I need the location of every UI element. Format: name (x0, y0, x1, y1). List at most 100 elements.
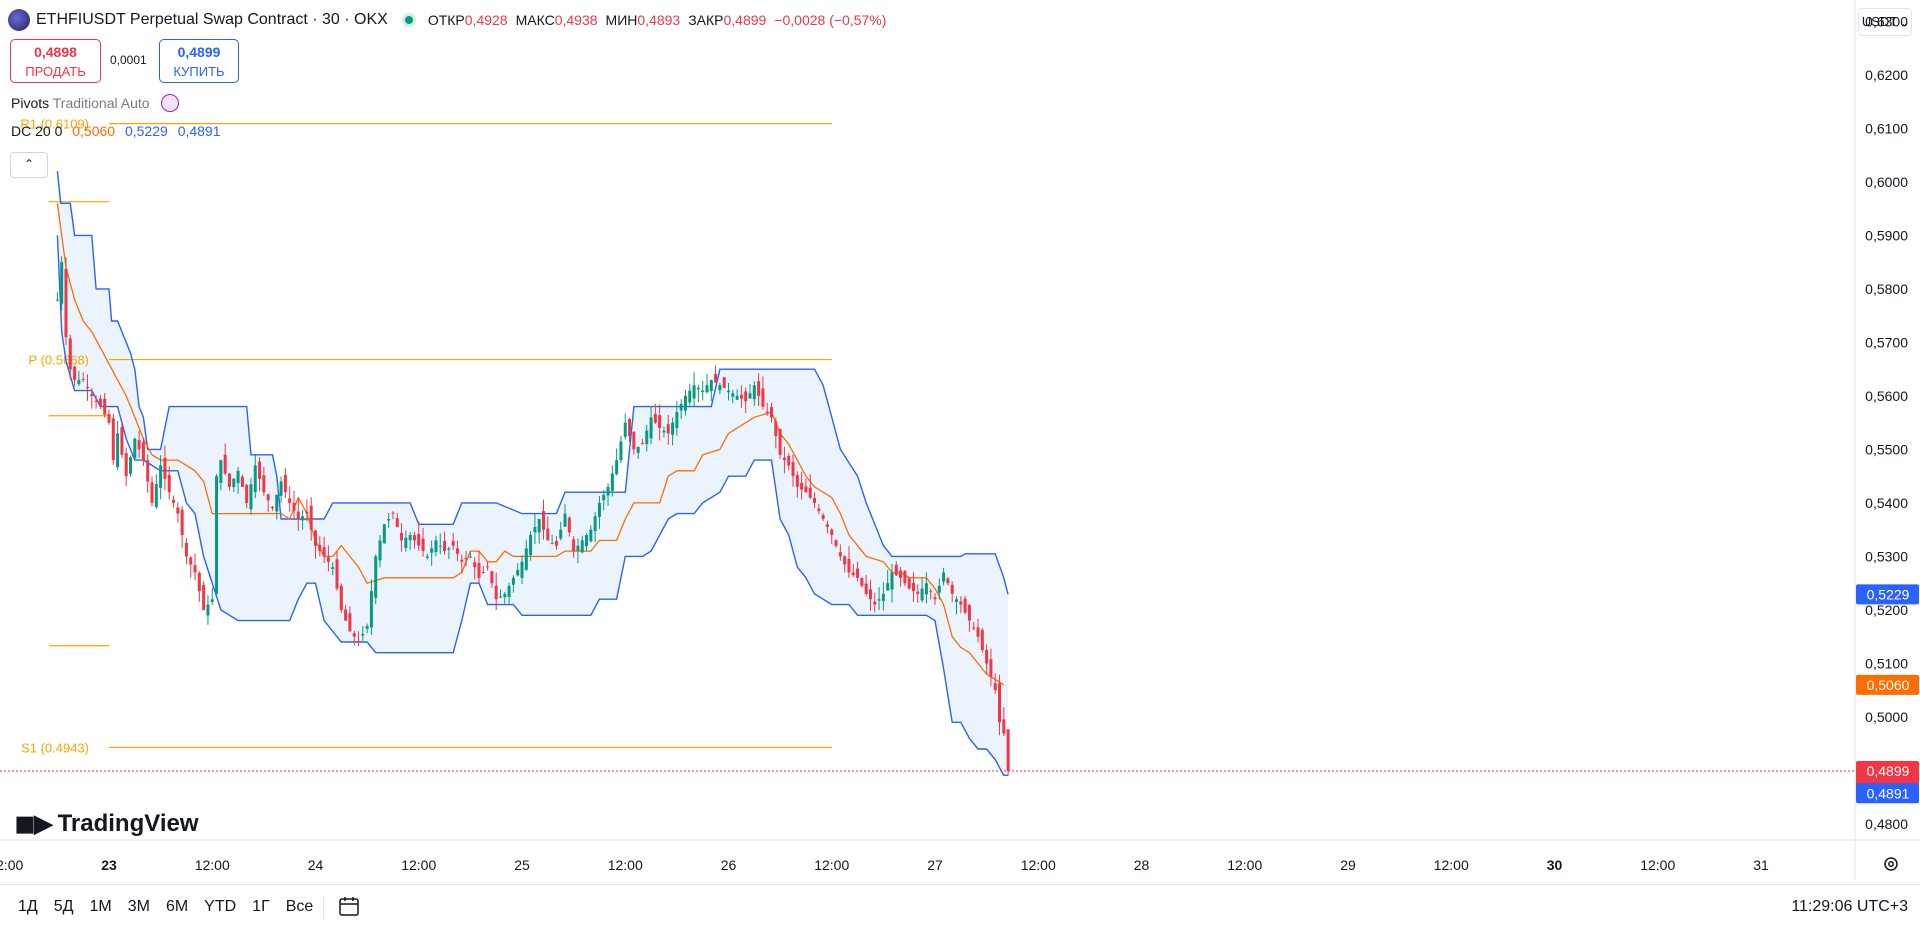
pivot-label: R1 (0.6109) (20, 117, 89, 132)
candle-body (834, 540, 838, 546)
candle-body (176, 507, 180, 514)
candle-body (180, 509, 184, 536)
candle-body (103, 398, 107, 415)
candle-body (141, 442, 145, 461)
currency-select[interactable]: USDT ⌄ (1858, 8, 1912, 36)
open-value: 0,4928 (464, 12, 508, 28)
candle-body (369, 591, 373, 628)
candle-body (150, 482, 154, 503)
candle-body (1002, 719, 1006, 734)
range-1d-button[interactable]: 1Д (18, 898, 38, 915)
high-value: 0,4938 (554, 12, 598, 28)
candle-body (838, 552, 842, 557)
candle-body (709, 379, 713, 392)
candle-body (701, 390, 705, 393)
candle-body (572, 539, 576, 552)
candle-body (236, 470, 240, 484)
candle-body (929, 591, 933, 593)
symbol-title[interactable]: ETHFIUSDT Perpetual Swap Contract · 30 ·… (36, 11, 388, 28)
candle-body (739, 394, 743, 399)
candle-body (301, 516, 305, 521)
x-tick-label: 26 (721, 857, 737, 873)
candle-body (279, 481, 283, 496)
calendar-goto-icon[interactable] (338, 896, 362, 918)
candle-body (903, 571, 907, 584)
candle-body (933, 597, 937, 600)
candle-body (425, 556, 429, 558)
candle-body (671, 422, 675, 435)
candle-body (468, 556, 472, 558)
range-all-button[interactable]: Все (285, 898, 314, 915)
buy-button[interactable]: 0,4899 КУПИТЬ (159, 39, 239, 83)
candle-body (374, 556, 378, 598)
candle-body (331, 567, 335, 569)
candle-body (911, 582, 915, 592)
tradingview-logo[interactable]: ◼▶ TradingView (14, 808, 199, 839)
y-tick-label: 0,5500 (1865, 441, 1908, 457)
candle-body (602, 494, 606, 501)
candle-body (184, 542, 188, 557)
candle-body (688, 390, 692, 403)
candle-body (395, 518, 399, 528)
candle-body (240, 476, 244, 487)
candle-body (765, 411, 769, 413)
price-label-text-dc-upper: 0,5229 (1867, 586, 1910, 602)
candle-body (808, 487, 812, 498)
candle-body (326, 557, 330, 562)
indicator-settings-icon[interactable] (161, 94, 180, 112)
candle-body (116, 433, 120, 467)
range-ytd-button[interactable]: YTD (204, 898, 237, 915)
candle-body (860, 578, 864, 586)
candle-body (309, 505, 313, 530)
candle-body (55, 299, 59, 301)
candle-body (998, 683, 1002, 723)
sell-button[interactable]: 0,4898 ПРОДАТЬ (10, 39, 101, 83)
candle-body (68, 338, 72, 370)
x-tick-label: 12:00 (1640, 857, 1675, 873)
candle-body (193, 565, 197, 573)
candle-body (498, 596, 502, 598)
candle-body (322, 547, 326, 557)
x-tick-label: 25 (514, 857, 530, 873)
candle-body (683, 395, 687, 411)
range-3m-button[interactable]: 3М (127, 898, 150, 915)
range-1y-button[interactable]: 1Г (252, 898, 270, 915)
candle-body (985, 649, 989, 664)
chevron-up-icon: ⌃ (23, 157, 35, 171)
candle-body (559, 529, 563, 539)
candle-body (877, 599, 881, 601)
candle-body (916, 591, 920, 594)
range-6m-button[interactable]: 6М (165, 898, 189, 915)
candle-body (696, 387, 700, 390)
pivots-legend[interactable]: Pivots Traditional Auto (11, 94, 180, 112)
candle-body (679, 403, 683, 411)
price-label-text-dc-mid: 0,5060 (1867, 677, 1910, 693)
candle-body (64, 268, 68, 338)
candle-body (529, 535, 533, 556)
candle-body (653, 414, 657, 423)
dc-upper-value: 0,5229 (124, 123, 168, 139)
candle-body (81, 378, 85, 380)
dc-lower-value: 0,4891 (177, 123, 221, 139)
range-5d-button[interactable]: 5Д (53, 898, 74, 915)
candle-body (636, 446, 640, 453)
candle-body (159, 465, 163, 488)
range-1m-button[interactable]: 1М (89, 898, 112, 915)
utc-clock[interactable]: 11:29:06 UTC+3 (1791, 898, 1908, 915)
candle-body (580, 540, 584, 553)
open-label: ОТКР (427, 12, 465, 28)
candle-body (593, 516, 597, 532)
candle-body (245, 484, 249, 503)
gear-icon[interactable] (1882, 855, 1900, 873)
donchian-legend[interactable]: DC 20 0 0,5060 0,5229 0,4891 (11, 123, 221, 139)
candle-body (791, 462, 795, 477)
candle-body (129, 457, 133, 474)
collapse-legend-button[interactable]: ⌃ (10, 152, 48, 178)
candle-body (649, 417, 653, 439)
candle-body (460, 559, 464, 562)
candle-body (60, 262, 64, 304)
candle-body (90, 393, 94, 396)
symbol-logo-icon[interactable] (8, 9, 30, 31)
candle-body (511, 577, 515, 585)
